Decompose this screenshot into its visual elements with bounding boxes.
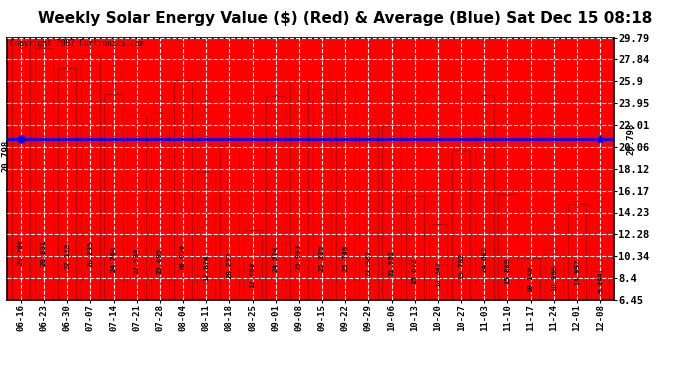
- Text: 23.095: 23.095: [157, 248, 163, 274]
- Text: 24.574: 24.574: [273, 246, 279, 272]
- Bar: [406, 196, 424, 300]
- Bar: [266, 96, 285, 300]
- Bar: [591, 271, 609, 300]
- Bar: [220, 145, 239, 300]
- Text: 29.786: 29.786: [18, 239, 24, 265]
- Bar: [382, 126, 401, 300]
- Bar: [428, 224, 447, 300]
- Bar: [544, 249, 563, 300]
- Text: 28.831: 28.831: [41, 240, 47, 266]
- Text: 25.740: 25.740: [342, 244, 348, 271]
- Text: 28.235: 28.235: [88, 241, 93, 267]
- Text: 20.798: 20.798: [1, 140, 10, 172]
- Bar: [336, 83, 355, 300]
- Bar: [197, 171, 215, 300]
- Bar: [104, 94, 123, 300]
- Text: 24.682: 24.682: [482, 246, 487, 272]
- Text: 15.888: 15.888: [504, 258, 511, 284]
- Bar: [452, 150, 471, 300]
- Text: 21.962: 21.962: [388, 249, 395, 276]
- Text: 25.963: 25.963: [296, 244, 302, 270]
- Text: 17.874: 17.874: [204, 255, 209, 281]
- Bar: [313, 89, 331, 300]
- Text: 15.672: 15.672: [412, 258, 417, 284]
- Text: Weekly Solar Energy Value ($) (Red) & Average (Blue) Sat Dec 15 08:18: Weekly Solar Energy Value ($) (Red) & Av…: [38, 11, 652, 26]
- Bar: [475, 95, 493, 300]
- Text: 21.987: 21.987: [366, 249, 371, 276]
- Text: 20.257: 20.257: [226, 252, 233, 278]
- Text: 22.934: 22.934: [134, 248, 139, 274]
- Bar: [34, 48, 53, 300]
- Text: 25.225: 25.225: [319, 245, 325, 271]
- Text: 26.030: 26.030: [180, 244, 186, 270]
- Bar: [498, 194, 517, 300]
- Text: Copyright 2007 Cartronics.com: Copyright 2007 Cartronics.com: [10, 39, 144, 48]
- Text: 10.140: 10.140: [528, 266, 533, 292]
- Text: 27.113: 27.113: [64, 243, 70, 269]
- Bar: [12, 38, 30, 300]
- Bar: [522, 258, 540, 300]
- Bar: [81, 55, 99, 300]
- Text: 14.997: 14.997: [574, 259, 580, 285]
- Bar: [244, 230, 262, 300]
- Text: 13.247: 13.247: [435, 261, 441, 288]
- Text: 19.782: 19.782: [458, 252, 464, 279]
- Text: 12.668: 12.668: [250, 262, 255, 288]
- Bar: [359, 125, 377, 300]
- Bar: [174, 80, 193, 300]
- Bar: [58, 68, 77, 300]
- Bar: [290, 81, 308, 300]
- Text: 10.960: 10.960: [551, 264, 557, 291]
- Bar: [128, 115, 146, 300]
- Text: 24.764: 24.764: [110, 246, 117, 272]
- Text: 20.798: 20.798: [627, 123, 636, 155]
- Text: 9.044: 9.044: [597, 271, 603, 293]
- Bar: [568, 204, 586, 300]
- Bar: [150, 113, 169, 300]
